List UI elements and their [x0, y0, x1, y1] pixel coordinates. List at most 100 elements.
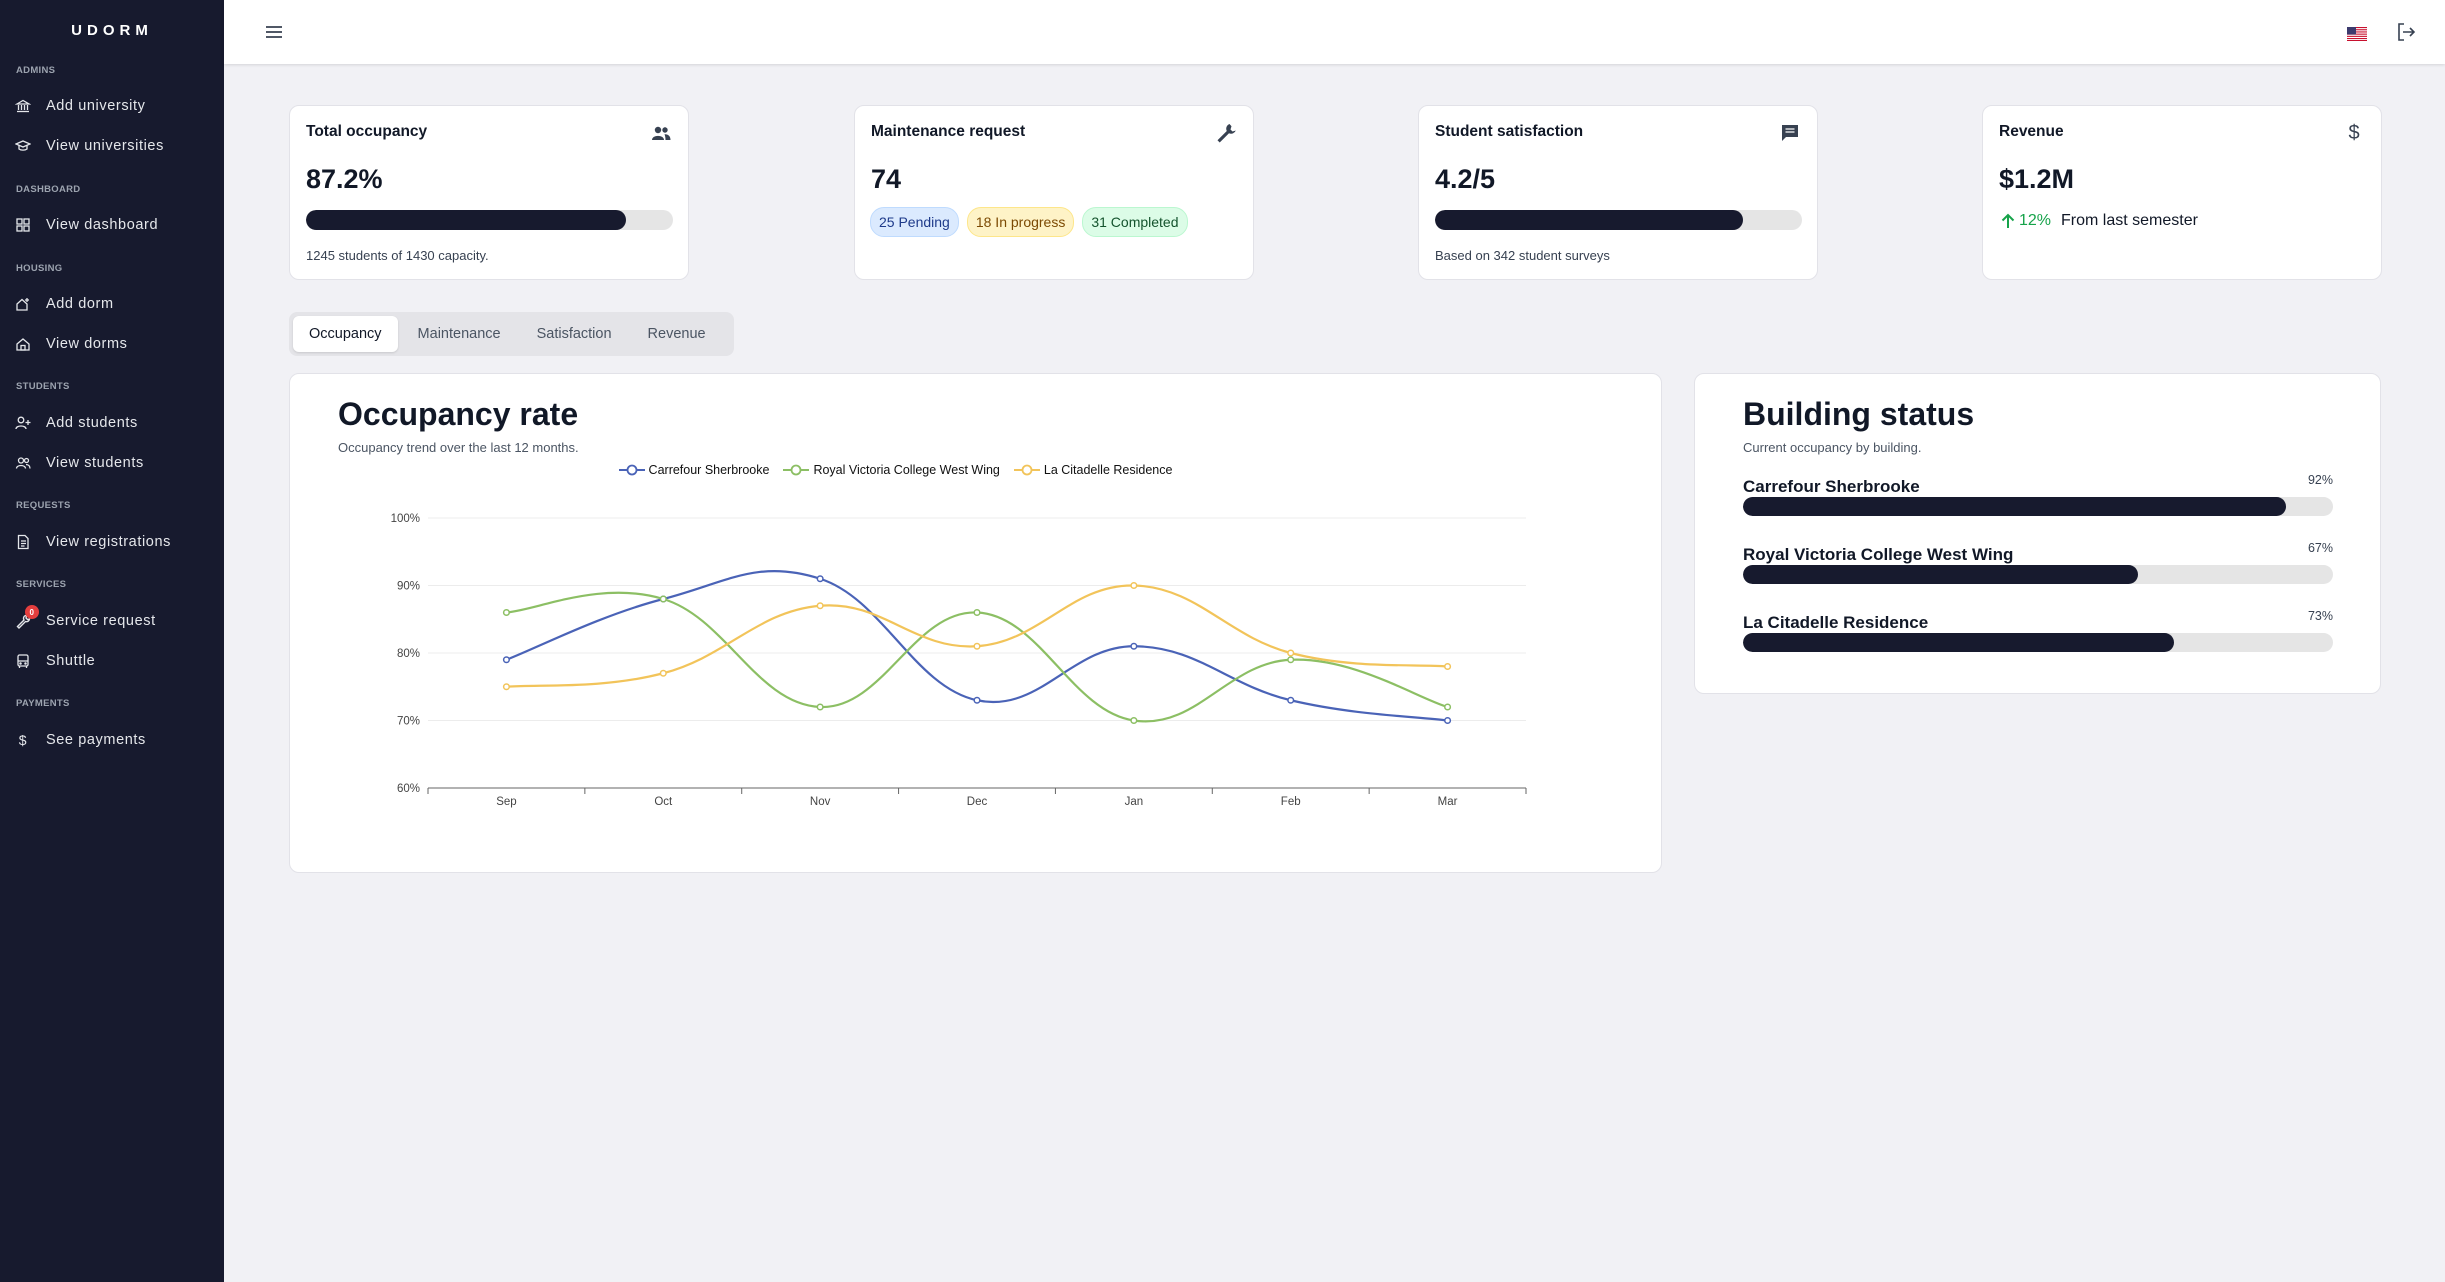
bus-icon: [14, 652, 32, 670]
legend-marker: [618, 464, 645, 476]
section-admins: ADMINS: [16, 65, 56, 76]
x-tick-label: Oct: [654, 796, 673, 808]
sidebar-item-view-universities[interactable]: View universities: [14, 131, 210, 161]
arrow-up-icon: [2001, 213, 2015, 228]
us-flag-icon[interactable]: [2347, 27, 2367, 41]
building-percent: 67%: [2307, 541, 2333, 555]
y-tick-label: 90%: [397, 581, 420, 593]
kpi-title: Total occupancy: [306, 123, 428, 140]
user-add-icon: [14, 414, 32, 432]
occupancy-progress-bar: [306, 210, 673, 230]
data-point: [1444, 716, 1452, 725]
in-progress-badge: 18 In progress: [966, 207, 1075, 237]
building-name: La Citadelle Residence: [1743, 613, 1929, 632]
sidebar-item-add-dorm[interactable]: Add dorm: [14, 289, 210, 319]
data-point: [1130, 642, 1138, 650]
kpi-title: Student satisfaction: [1435, 123, 1584, 140]
sidebar-item-view-dorms[interactable]: View dorms: [14, 329, 210, 359]
sidebar-item-see-payments[interactable]: $ See payments: [14, 725, 210, 755]
data-point: [1130, 716, 1138, 725]
change-label: From last semester: [2061, 212, 2198, 229]
data-point: [973, 642, 981, 650]
x-tick-label: Mar: [1438, 796, 1458, 808]
y-tick-label: 70%: [397, 716, 420, 728]
satisfaction-progress-bar: [1435, 210, 1802, 230]
section-payments: PAYMENTS: [16, 698, 70, 709]
tab-maintenance[interactable]: Maintenance: [417, 326, 501, 342]
data-point: [502, 656, 510, 664]
sidebar-item-service-request[interactable]: 0 Service request: [14, 605, 210, 636]
sidebar-item-add-students[interactable]: Add students: [14, 408, 210, 438]
data-point: [1444, 662, 1452, 671]
section-services: SERVICES: [16, 579, 67, 590]
sidebar-item-label: Shuttle: [46, 653, 96, 669]
data-point: [1444, 703, 1452, 711]
data-point: [502, 608, 510, 617]
sidebar-item-label: Add students: [46, 415, 138, 431]
users-icon: [652, 126, 671, 140]
users-icon: [14, 454, 32, 472]
status-pills: 25 Pending 18 In progress 31 Completed: [870, 207, 1188, 237]
progress-fill: [1435, 210, 1744, 230]
document-icon: [14, 533, 32, 551]
revenue-trend: 12% From last semester: [1999, 212, 2198, 230]
building-name: Royal Victoria College West Wing: [1743, 545, 2014, 564]
kpi-title: Maintenance request: [871, 123, 1026, 140]
sidebar-item-view-students[interactable]: View students: [14, 448, 210, 478]
legend-label: Carrefour Sherbrooke: [648, 463, 770, 477]
sidebar-item-view-dashboard[interactable]: View dashboard: [14, 210, 210, 240]
kpi-maintenance-request: Maintenance request 74 25 Pending 18 In …: [854, 105, 1254, 280]
section-students: STUDENTS: [16, 381, 70, 392]
building-progress-bar: [1743, 633, 2333, 652]
home-add-icon: [14, 295, 32, 313]
notification-badge: 0: [25, 605, 39, 619]
legend-item[interactable]: La Citadelle Residence: [1013, 463, 1172, 477]
y-tick-label: 100%: [391, 513, 420, 525]
sidebar-item-label: Service request: [46, 613, 156, 629]
data-point: [816, 703, 824, 711]
y-tick-label: 60%: [397, 783, 420, 795]
app-logo: UDORM: [71, 22, 153, 39]
sidebar-item-add-university[interactable]: Add university: [14, 91, 210, 121]
sidebar-item-view-registrations[interactable]: View registrations: [14, 527, 210, 557]
data-point: [1130, 581, 1138, 590]
legend-marker: [1013, 464, 1040, 476]
sidebar: UDORM ADMINS Add university View univers…: [0, 0, 224, 1282]
sidebar-item-label: Add university: [46, 98, 146, 114]
section-dashboard: DASHBOARD: [16, 184, 81, 195]
sidebar-item-label: View dorms: [46, 336, 128, 352]
bank-icon: [14, 97, 32, 115]
tab-revenue[interactable]: Revenue: [647, 326, 706, 342]
panel-title: Occupancy rate: [338, 396, 579, 432]
legend-marker: [783, 464, 810, 476]
logout-icon[interactable]: [2395, 21, 2417, 43]
sidebar-item-shuttle[interactable]: Shuttle: [14, 646, 210, 676]
x-tick-label: Sep: [496, 796, 516, 808]
kpi-value: 87.2%: [306, 164, 383, 194]
sidebar-item-label: View students: [46, 455, 144, 471]
legend-item[interactable]: Royal Victoria College West Wing: [783, 463, 1000, 477]
progress-fill: [1743, 565, 2139, 584]
progress-fill: [306, 210, 627, 230]
building-progress-bar: [1743, 565, 2333, 584]
panel-subtitle: Current occupancy by building.: [1743, 440, 1922, 455]
legend-label: Royal Victoria College West Wing: [813, 463, 1000, 477]
data-point: [1287, 696, 1295, 704]
y-tick-label: 80%: [397, 648, 420, 660]
kpi-revenue: Revenue $ $1.2M 12% From last semester: [1982, 105, 2382, 280]
data-point: [816, 575, 824, 583]
tab-occupancy[interactable]: Occupancy: [293, 316, 398, 352]
data-point: [659, 669, 667, 677]
legend-item[interactable]: Carrefour Sherbrooke: [618, 463, 770, 477]
series-line: [506, 584, 1448, 688]
kpi-subtitle: 1245 students of 1430 capacity.: [306, 248, 489, 263]
data-point: [659, 595, 667, 603]
trend-up: 12%: [1999, 212, 2051, 230]
sidebar-item-label: View universities: [46, 138, 164, 154]
hamburger-icon[interactable]: [264, 22, 284, 42]
building-name: Carrefour Sherbrooke: [1743, 477, 1920, 496]
completed-badge: 31 Completed: [1082, 207, 1188, 237]
progress-fill: [1743, 633, 2174, 652]
dollar-icon: $: [18, 732, 28, 748]
tab-satisfaction[interactable]: Satisfaction: [536, 326, 612, 342]
